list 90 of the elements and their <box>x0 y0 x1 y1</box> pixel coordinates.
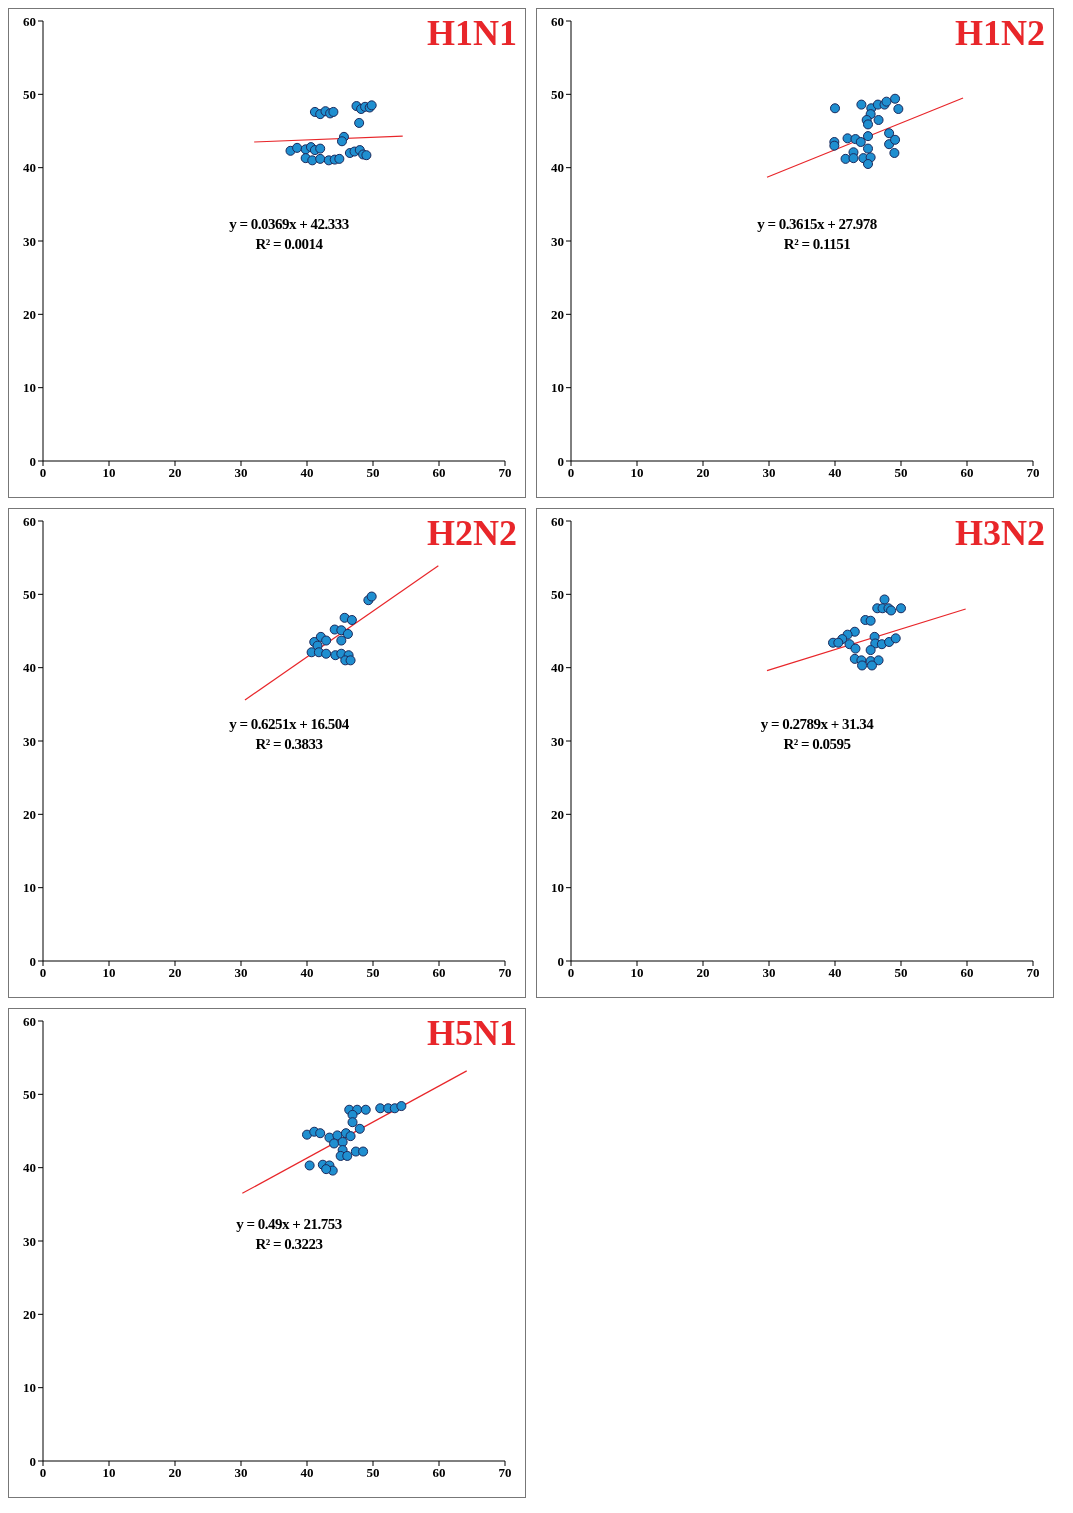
y-tick-label: 10 <box>23 880 36 896</box>
y-tick-label: 50 <box>551 86 564 102</box>
annotation: R² = 0.0014 <box>254 235 324 254</box>
y-tick-label: 30 <box>23 233 36 249</box>
x-tick-label: 60 <box>960 465 974 481</box>
x-tick-label: 10 <box>630 965 644 981</box>
annotation: y = 0.3615x + 27.978 <box>756 215 878 234</box>
y-tick-label: 30 <box>23 1233 36 1249</box>
annotation: R² = 0.3223 <box>254 1235 324 1254</box>
x-tick-label: 0 <box>567 465 575 481</box>
x-tick-label: 30 <box>234 465 248 481</box>
x-tick-label: 70 <box>498 965 512 981</box>
annotation: R² = 0.3833 <box>254 735 324 754</box>
y-tick-label: 0 <box>29 953 36 969</box>
x-tick-label: 10 <box>102 1465 116 1481</box>
y-tick-label: 60 <box>551 13 564 29</box>
y-tick-label: 40 <box>23 160 36 176</box>
y-tick-label: 30 <box>551 233 564 249</box>
x-tick-label: 70 <box>1026 965 1040 981</box>
y-tick-label: 10 <box>551 880 564 896</box>
annotation: R² = 0.1151 <box>782 235 852 254</box>
x-tick-label: 70 <box>498 465 512 481</box>
y-tick-label: 0 <box>557 453 564 469</box>
x-tick-label: 0 <box>39 965 47 981</box>
y-tick-label: 10 <box>23 380 36 396</box>
x-tick-label: 60 <box>432 1465 446 1481</box>
x-tick-label: 20 <box>168 1465 182 1481</box>
chart-title: H5N1 <box>427 1013 517 1053</box>
y-tick-label: 20 <box>23 806 36 822</box>
x-tick-label: 10 <box>102 965 116 981</box>
x-tick-label: 30 <box>762 965 776 981</box>
x-tick-label: 20 <box>168 465 182 481</box>
x-tick-label: 60 <box>432 465 446 481</box>
x-tick-label: 0 <box>39 1465 47 1481</box>
chart-title: H1N2 <box>955 13 1045 53</box>
y-tick-label: 0 <box>557 953 564 969</box>
x-tick-label: 0 <box>567 965 575 981</box>
annotation: y = 0.6251x + 16.504 <box>228 715 350 734</box>
y-tick-label: 60 <box>23 13 36 29</box>
chart-title: H3N2 <box>955 513 1045 553</box>
x-tick-label: 30 <box>234 1465 248 1481</box>
chart-title: H2N2 <box>427 513 517 553</box>
y-tick-label: 50 <box>23 86 36 102</box>
y-tick-label: 20 <box>551 306 564 322</box>
x-tick-label: 40 <box>300 465 314 481</box>
y-tick-label: 40 <box>23 1160 36 1176</box>
x-tick-label: 40 <box>828 965 842 981</box>
x-tick-label: 10 <box>102 465 116 481</box>
y-tick-label: 40 <box>551 660 564 676</box>
y-tick-label: 50 <box>23 1086 36 1102</box>
x-tick-label: 40 <box>828 465 842 481</box>
annotation: y = 0.49x + 21.753 <box>235 1215 343 1234</box>
y-tick-label: 20 <box>23 1306 36 1322</box>
x-tick-label: 20 <box>696 465 710 481</box>
x-tick-label: 60 <box>960 965 974 981</box>
y-tick-label: 20 <box>23 306 36 322</box>
chart-title: H1N1 <box>427 13 517 53</box>
x-tick-label: 50 <box>366 1465 380 1481</box>
y-tick-label: 50 <box>23 586 36 602</box>
x-tick-label: 30 <box>762 465 776 481</box>
x-tick-label: 40 <box>300 1465 314 1481</box>
y-tick-label: 40 <box>551 160 564 176</box>
y-tick-label: 30 <box>23 733 36 749</box>
x-tick-label: 50 <box>894 465 908 481</box>
y-tick-label: 10 <box>23 1380 36 1396</box>
y-tick-label: 60 <box>551 513 564 529</box>
x-tick-label: 10 <box>630 465 644 481</box>
x-tick-label: 20 <box>696 965 710 981</box>
x-tick-label: 50 <box>366 965 380 981</box>
annotation: y = 0.2789x + 31.34 <box>759 715 875 734</box>
x-tick-label: 60 <box>432 965 446 981</box>
x-tick-label: 50 <box>894 965 908 981</box>
x-tick-label: 70 <box>1026 465 1040 481</box>
x-tick-label: 50 <box>366 465 380 481</box>
y-tick-label: 40 <box>23 660 36 676</box>
y-tick-label: 10 <box>551 380 564 396</box>
annotation: y = 0.0369x + 42.333 <box>228 215 350 234</box>
x-tick-label: 30 <box>234 965 248 981</box>
y-tick-label: 60 <box>23 513 36 529</box>
x-tick-label: 20 <box>168 965 182 981</box>
x-tick-label: 40 <box>300 965 314 981</box>
annotation: R² = 0.0595 <box>782 735 852 754</box>
y-tick-label: 30 <box>551 733 564 749</box>
x-tick-label: 70 <box>498 1465 512 1481</box>
y-tick-label: 20 <box>551 806 564 822</box>
y-tick-label: 0 <box>29 1453 36 1469</box>
y-tick-label: 60 <box>23 1013 36 1029</box>
y-tick-label: 50 <box>551 586 564 602</box>
x-tick-label: 0 <box>39 465 47 481</box>
y-tick-label: 0 <box>29 453 36 469</box>
